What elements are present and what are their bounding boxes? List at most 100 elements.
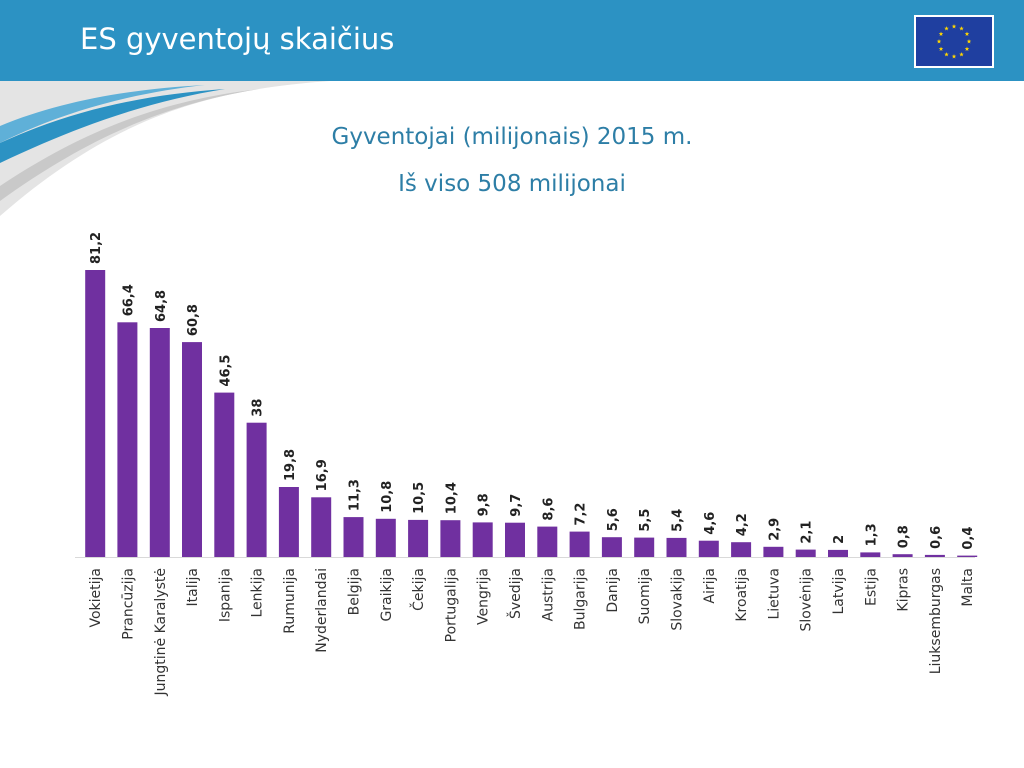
flag-star bbox=[951, 54, 957, 59]
bar-value-label: 10,4 bbox=[444, 482, 459, 514]
bar-value-label: 9,8 bbox=[477, 493, 492, 516]
bar bbox=[343, 517, 364, 557]
bar-value-label: 4,6 bbox=[703, 512, 718, 535]
category-label: Portugalija bbox=[443, 568, 459, 642]
bar bbox=[860, 552, 881, 557]
bar-value-label: 10,5 bbox=[412, 482, 427, 514]
bar-value-label: 2 bbox=[832, 535, 847, 544]
bar bbox=[601, 537, 622, 557]
bar-value-label: 38 bbox=[251, 399, 266, 417]
bar bbox=[214, 392, 235, 557]
bar bbox=[892, 554, 913, 557]
flag-star bbox=[944, 26, 949, 31]
category-label: Rumunija bbox=[282, 568, 298, 634]
category-label: Austrija bbox=[540, 568, 556, 621]
bar-value-label: 1,3 bbox=[864, 523, 879, 546]
category-label: Belgija bbox=[347, 568, 363, 615]
bar-value-label: 46,5 bbox=[218, 355, 233, 387]
flag-star bbox=[938, 46, 944, 51]
bar-value-label: 10,8 bbox=[380, 481, 395, 513]
bar-value-label: 2,9 bbox=[767, 518, 782, 541]
flag-star bbox=[959, 26, 964, 31]
category-label: Prancūzija bbox=[120, 568, 136, 640]
flag-star bbox=[964, 31, 970, 36]
decorative-swoosh bbox=[0, 81, 330, 216]
chart-title: Gyventojai (milijonais) 2015 m. bbox=[331, 124, 693, 150]
header-bar bbox=[0, 0, 1024, 81]
bar bbox=[278, 487, 299, 557]
bar-value-label: 8,6 bbox=[541, 498, 556, 521]
bar-value-label: 2,1 bbox=[800, 521, 815, 544]
flag-star bbox=[936, 39, 942, 44]
category-label: Lenkija bbox=[250, 568, 266, 618]
bar bbox=[924, 554, 945, 557]
bar bbox=[408, 519, 429, 557]
bar-value-label: 60,8 bbox=[186, 304, 201, 336]
bar-value-label: 9,7 bbox=[509, 494, 524, 517]
bar-value-label: 16,9 bbox=[315, 459, 330, 491]
category-label: Italija bbox=[185, 568, 201, 606]
bar bbox=[731, 542, 752, 557]
category-label: Graikija bbox=[379, 568, 395, 622]
category-label: Ispanija bbox=[217, 568, 233, 622]
bar-value-label: 81,2 bbox=[89, 232, 104, 264]
bar-value-label: 5,5 bbox=[638, 509, 653, 532]
bar-value-label: 5,4 bbox=[671, 509, 686, 532]
category-label: Airija bbox=[702, 568, 718, 604]
category-label: Kipras bbox=[896, 568, 912, 612]
eu-flag-icon bbox=[914, 15, 994, 68]
bar-value-label: 0,4 bbox=[961, 527, 976, 550]
bar-value-label: 11,3 bbox=[348, 479, 363, 511]
bar-value-label: 64,8 bbox=[154, 290, 169, 322]
bar-value-label: 7,2 bbox=[574, 503, 589, 526]
slide-title: ES gyventojų skaičius bbox=[80, 22, 395, 56]
bar bbox=[698, 540, 719, 557]
flag-star bbox=[944, 52, 949, 57]
bar bbox=[763, 546, 784, 558]
category-label: Lietuva bbox=[766, 568, 782, 620]
bar bbox=[311, 497, 332, 557]
category-label: Švedija bbox=[506, 568, 524, 619]
category-label: Vokietija bbox=[88, 568, 104, 628]
bar bbox=[505, 522, 525, 557]
bar-value-label: 0,8 bbox=[897, 525, 912, 548]
bar bbox=[828, 549, 848, 557]
flag-star bbox=[966, 39, 972, 44]
bar-value-label: 19,8 bbox=[283, 449, 298, 481]
bar bbox=[537, 526, 558, 557]
bar bbox=[375, 518, 396, 557]
category-label: Nyderlandai bbox=[314, 568, 330, 653]
category-label: Liuksemburgas bbox=[928, 568, 944, 674]
bar bbox=[440, 520, 461, 557]
bar-value-label: 5,6 bbox=[606, 508, 621, 531]
category-label: Latvija bbox=[831, 568, 847, 615]
category-label: Danija bbox=[605, 568, 621, 613]
category-label: Suomija bbox=[637, 568, 653, 624]
bar-value-label: 4,2 bbox=[735, 513, 750, 536]
bar bbox=[85, 270, 106, 557]
flag-star bbox=[938, 31, 944, 36]
bar bbox=[117, 322, 138, 557]
category-label: Slovėnija bbox=[799, 568, 815, 631]
bar bbox=[149, 328, 170, 557]
bar bbox=[472, 522, 493, 557]
category-label: Malta bbox=[960, 568, 976, 607]
category-label: Estija bbox=[863, 568, 879, 606]
category-label: Vengrija bbox=[476, 568, 492, 625]
flag-star bbox=[959, 52, 964, 57]
category-label: Bulgarija bbox=[573, 568, 589, 630]
flag-star bbox=[964, 46, 970, 51]
category-label: Jungtinė Karalystė bbox=[153, 568, 169, 697]
flag-star bbox=[951, 24, 957, 29]
chart-subtitle: Iš viso 508 milijonai bbox=[398, 171, 626, 197]
bar bbox=[634, 537, 655, 557]
category-label: Kroatija bbox=[734, 568, 750, 622]
bar bbox=[666, 537, 687, 557]
bar bbox=[182, 342, 202, 557]
category-label: Čekija bbox=[409, 568, 427, 611]
bar bbox=[246, 422, 267, 557]
bar bbox=[795, 549, 816, 557]
bar bbox=[957, 555, 978, 557]
category-label: Slovakija bbox=[670, 568, 686, 631]
